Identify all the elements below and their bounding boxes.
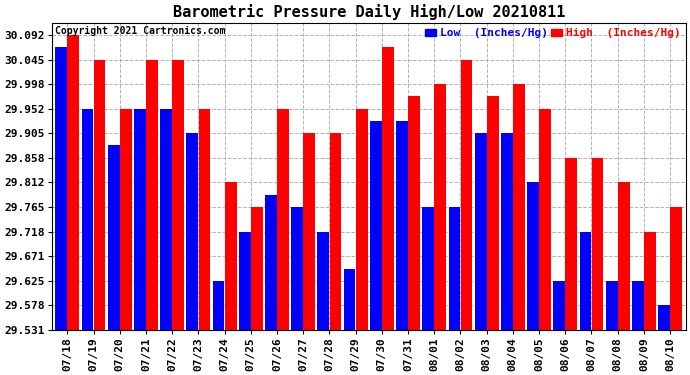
Bar (475, 133, 486, 330)
Bar (160, 108, 172, 330)
Bar (501, 133, 513, 330)
Legend: Low  (Inches/Hg), High  (Inches/Hg): Low (Inches/Hg), High (Inches/Hg) (425, 28, 680, 38)
Text: Copyright 2021 Cartronics.com: Copyright 2021 Cartronics.com (55, 26, 225, 36)
Bar (670, 207, 682, 330)
Bar (291, 207, 303, 330)
Bar (422, 207, 434, 330)
Bar (486, 96, 499, 330)
Bar (199, 108, 210, 330)
Bar (632, 280, 644, 330)
Bar (606, 280, 618, 330)
Bar (108, 146, 119, 330)
Bar (186, 133, 198, 330)
Bar (213, 280, 224, 330)
Bar (356, 108, 368, 330)
Bar (461, 60, 473, 330)
Bar (344, 268, 355, 330)
Bar (370, 121, 382, 330)
Bar (527, 182, 539, 330)
Title: Barometric Pressure Daily High/Low 20210811: Barometric Pressure Daily High/Low 20210… (172, 4, 565, 20)
Bar (448, 207, 460, 330)
Bar (539, 108, 551, 330)
Bar (382, 48, 394, 330)
Bar (580, 232, 591, 330)
Bar (265, 195, 277, 330)
Bar (68, 35, 79, 330)
Bar (277, 108, 289, 330)
Bar (94, 60, 106, 330)
Bar (239, 232, 250, 330)
Bar (251, 207, 263, 330)
Bar (396, 121, 408, 330)
Bar (513, 84, 525, 330)
Bar (658, 305, 670, 330)
Bar (317, 232, 329, 330)
Bar (618, 182, 629, 330)
Bar (435, 84, 446, 330)
Bar (172, 60, 184, 330)
Bar (591, 158, 604, 330)
Bar (304, 133, 315, 330)
Bar (146, 60, 158, 330)
Bar (565, 158, 578, 330)
Bar (330, 133, 342, 330)
Bar (81, 108, 93, 330)
Bar (553, 280, 565, 330)
Bar (408, 96, 420, 330)
Bar (225, 182, 237, 330)
Bar (134, 108, 146, 330)
Bar (644, 232, 655, 330)
Bar (120, 108, 132, 330)
Bar (55, 48, 67, 330)
